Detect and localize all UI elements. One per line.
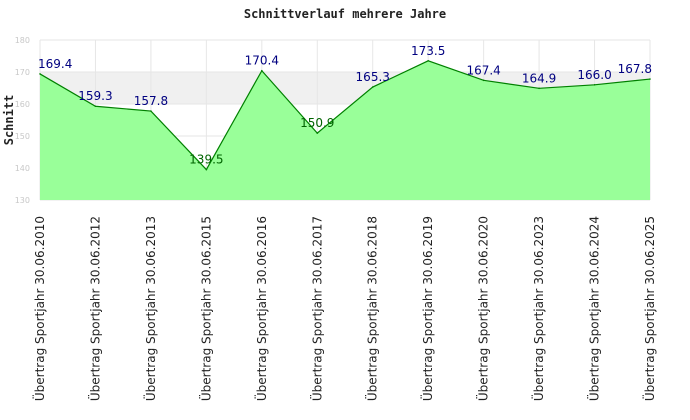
data-point-11 [649,78,651,80]
data-point-3 [205,168,208,171]
x-axis-ticks: Übertrag Sportjahr 30.06.2010 Übertrag Sp… [31,216,657,401]
y-tick-label-170: 170 [15,68,30,77]
data-labels: 169.4 159.3 157.8 139.5 170.4 150.9 165.3 173.5… [38,44,652,167]
x-tick-label-5: Übertrag Sportjahr 30.06.2017 [308,216,324,401]
data-label-6: 165.3 [356,70,390,84]
data-point-7 [427,60,429,62]
chart-title: Schnittverlauf mehrere Jahre [244,7,446,21]
x-tick-label-7: Übertrag Sportjahr 30.06.2019 [419,216,435,401]
data-area [39,60,651,200]
x-tick-label-2: Übertrag Sportjahr 30.06.2013 [142,216,158,401]
data-label-7: 173.5 [411,44,445,58]
x-tick-label-1: Übertrag Sportjahr 30.06.2012 [86,216,102,401]
data-label-3: 139.5 [189,153,223,167]
x-tick-label-9: Übertrag Sportjahr 30.06.2023 [530,216,546,401]
data-point-5 [316,132,319,134]
x-tick-label-4: Übertrag Sportjahr 30.06.2016 [253,216,269,401]
data-label-4: 170.4 [245,54,279,68]
data-point-1 [94,105,97,108]
data-label-1: 159.3 [78,89,112,103]
y-tick-label-180: 180 [15,36,30,45]
data-label-10: 166.0 [577,68,611,82]
data-point-0 [39,73,41,75]
data-point-4 [261,69,263,72]
area-fill [40,60,650,200]
data-label-5: 150.9 [300,116,334,130]
data-point-10 [593,84,596,86]
x-tick-label-3: Übertrag Sportjahr 30.06.2015 [197,216,213,401]
y-tick-label-160: 160 [15,100,30,109]
x-tick-label-8: Übertrag Sportjahr 30.06.2020 [475,216,491,401]
y-tick-label-130: 130 [15,196,30,205]
y-tick-label-140: 140 [15,164,30,173]
data-label-0: 169.4 [38,57,72,71]
series-line [39,60,651,171]
x-tick-label-10: Übertrag Sportjahr 30.06.2024 [586,216,602,401]
x-tick-label-0: Übertrag Sportjahr 30.06.2010 [31,216,47,401]
data-point-8 [482,79,485,82]
y-tick-label-150: 150 [15,132,30,141]
data-point-2 [150,110,152,112]
data-point-9 [538,87,540,90]
x-tick-label-11: Übertrag Sportjahr 30.06.2025 [641,216,657,401]
y-axis-ticks: 130 140 150 160 170 180 [15,36,30,205]
data-label-11: 167.8 [618,62,652,76]
y-axis-label: Schnitt [2,95,16,146]
x-tick-label-6: Übertrag Sportjahr 30.06.2018 [364,216,380,401]
data-point-6 [371,86,374,88]
data-label-9: 164.9 [522,71,556,85]
data-label-2: 157.8 [134,94,168,108]
data-label-8: 167.4 [466,63,500,77]
